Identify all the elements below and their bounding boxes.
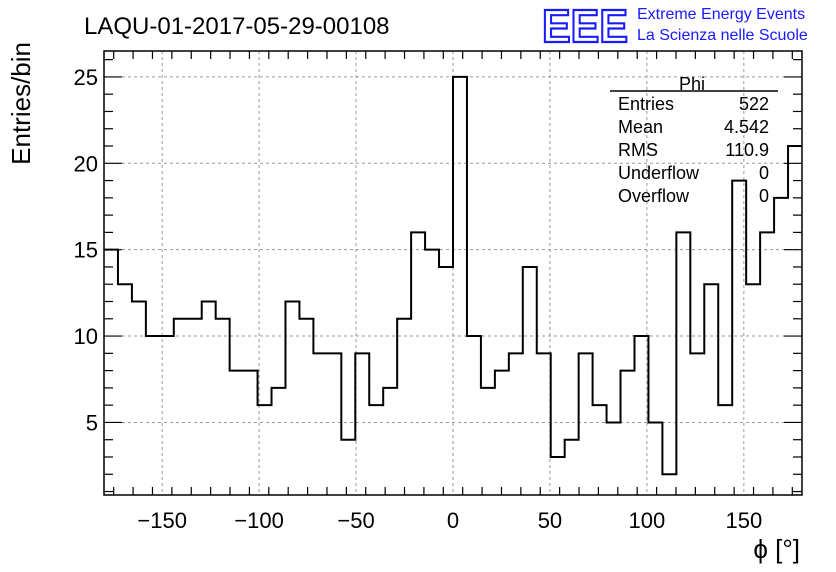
axis-ticks	[104, 51, 802, 495]
x-tick-label: −50	[337, 508, 374, 533]
y-tick-label: 25	[74, 65, 98, 90]
stats-row-value: 4.542	[724, 117, 769, 137]
stats-row-value: 110.9	[725, 140, 769, 160]
chart-title: LAQU-01-2017-05-29-00108	[84, 13, 390, 40]
y-tick-label: 5	[86, 410, 98, 435]
plot-frame	[103, 50, 803, 496]
x-tick-label: 100	[629, 508, 666, 533]
histogram-series	[104, 75, 802, 476]
logo: EEE Extreme Energy Events La Scienza nel…	[541, 0, 808, 53]
logo-mark: EEE	[542, 0, 628, 52]
y-axis-title: Entries/bin	[6, 42, 36, 165]
logo-line2: La Scienza nelle Scuole	[637, 27, 808, 44]
y-tick-labels: 5 10 15 20 25	[74, 65, 98, 436]
stats-row-value: 522	[739, 94, 769, 114]
stats-row-value: 0	[759, 186, 769, 206]
stats-row-label: Entries	[618, 94, 674, 114]
x-tick-label: 0	[447, 508, 459, 533]
histogram-line	[104, 75, 802, 476]
x-tick-label: 50	[538, 508, 562, 533]
x-tick-label: −100	[234, 508, 284, 533]
y-tick-label: 10	[74, 324, 98, 349]
stats-row-value: 0	[759, 163, 769, 183]
stats-row-label: Underflow	[618, 163, 700, 183]
stats-box-name: Phi	[679, 74, 705, 94]
stats-box-rows: Entries 522 Mean 4.542 RMS 110.9 Underflow 0 Ove…	[618, 94, 769, 206]
logo-line1: Extreme Energy Events	[637, 6, 805, 23]
y-tick-label: 20	[74, 151, 98, 176]
x-tick-label: 150	[725, 508, 762, 533]
stats-row-label: Mean	[618, 117, 663, 137]
stats-row-label: RMS	[618, 140, 658, 160]
x-tick-labels: −150 −100 −50 0 50 100 150	[137, 508, 762, 533]
x-axis-title: ϕ [°]	[753, 534, 800, 564]
x-tick-label: −150	[137, 508, 187, 533]
y-tick-label: 15	[74, 238, 98, 263]
stats-row-label: Overflow	[618, 186, 690, 206]
stats-box: Phi Entries 522 Mean 4.542 RMS 110.9 Underflow…	[610, 74, 778, 206]
